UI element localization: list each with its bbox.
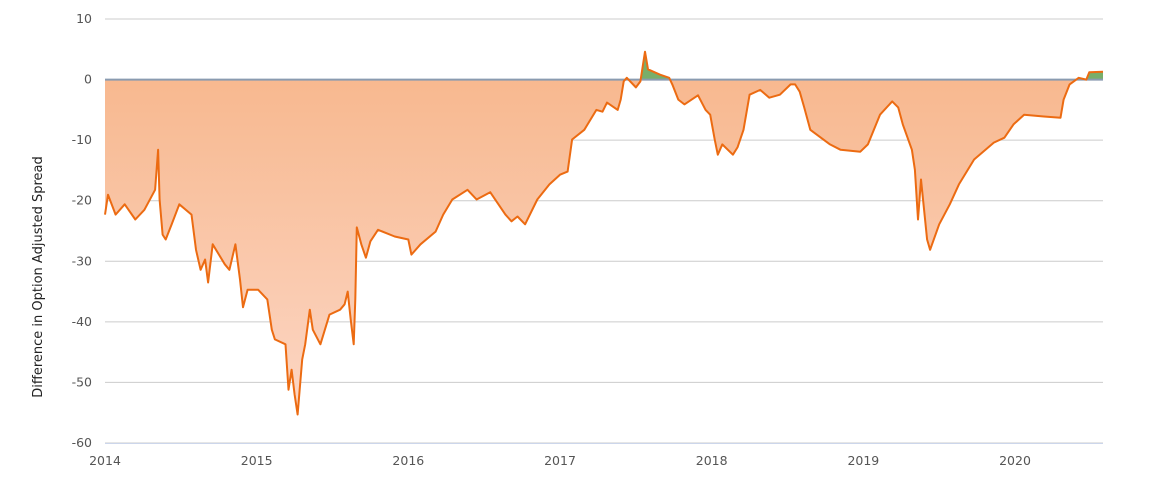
y-tick-label: -10 — [72, 132, 92, 147]
x-tick-label: 2019 — [847, 453, 879, 468]
negative-area-fill — [105, 79, 1087, 415]
y-axis-ticks: 10 0 -10 -20 -30 -40 -50 -60 — [72, 11, 92, 450]
y-axis-label: Difference in Option Adjusted Spread — [31, 156, 46, 397]
y-tick-label: -60 — [72, 435, 92, 450]
y-tick-label: 10 — [76, 11, 92, 26]
y-tick-label: -30 — [72, 253, 92, 268]
x-tick-label: 2014 — [89, 453, 121, 468]
x-tick-label: 2016 — [392, 453, 424, 468]
y-tick-label: -40 — [72, 314, 92, 329]
x-tick-label: 2017 — [544, 453, 576, 468]
y-tick-label: 0 — [84, 72, 92, 87]
x-tick-label: 2020 — [999, 453, 1031, 468]
series-line — [104, 50, 1104, 416]
x-tick-label: 2015 — [241, 453, 273, 468]
x-tick-label: 2018 — [696, 453, 728, 468]
x-axis-ticks: 2014 2015 2016 2017 2018 2019 2020 — [89, 453, 1031, 468]
y-tick-label: -50 — [72, 374, 92, 389]
y-tick-label: -20 — [72, 193, 92, 208]
